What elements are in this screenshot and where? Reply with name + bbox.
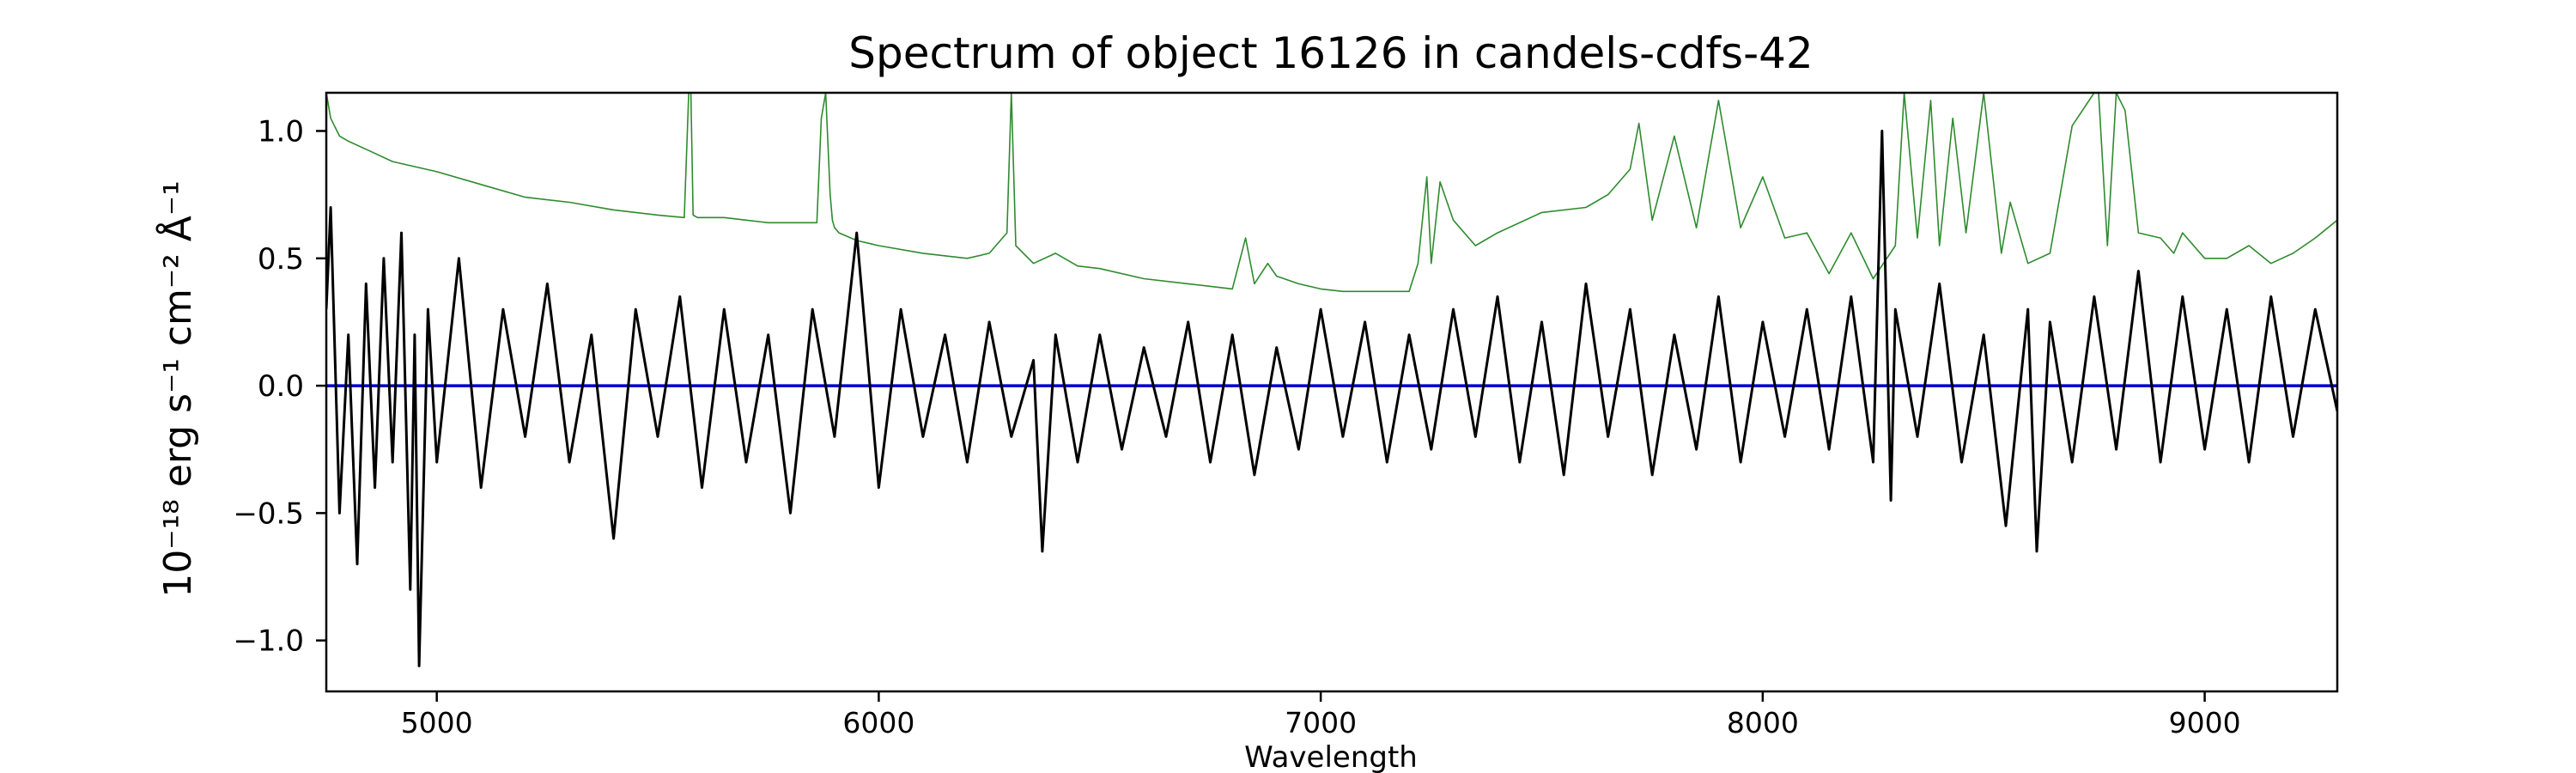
y-tick-label: 0.0 [258, 369, 304, 404]
spectrum-flux-line [326, 130, 2337, 667]
y-tick-label: −1.0 [233, 624, 304, 659]
x-tick-label: 5000 [401, 706, 473, 740]
plot-frame [325, 91, 2339, 693]
x-tick-label: 7000 [1285, 706, 1357, 740]
y-tick-label: 1.0 [258, 114, 304, 149]
x-axis-label: Wavelength [1244, 740, 1418, 773]
y-tick-label: 0.5 [258, 242, 304, 277]
y-tick-label: −0.5 [233, 496, 304, 531]
x-tick-label: 6000 [842, 706, 914, 740]
x-tick-label: 8000 [1727, 706, 1799, 740]
plot-area [326, 93, 2337, 667]
sky-noise-line [326, 93, 2337, 293]
y-axis-label: 10⁻¹⁸ erg s⁻¹ cm⁻² Å⁻¹ [155, 180, 200, 597]
x-tick-label: 9000 [2169, 706, 2241, 740]
axes: 5000 6000 7000 8000 9000 −1.0 −0.5 0.0 0.5 1.0 [233, 91, 2339, 740]
chart-title: Spectrum of object 16126 in candels-cdfs… [848, 28, 1814, 78]
